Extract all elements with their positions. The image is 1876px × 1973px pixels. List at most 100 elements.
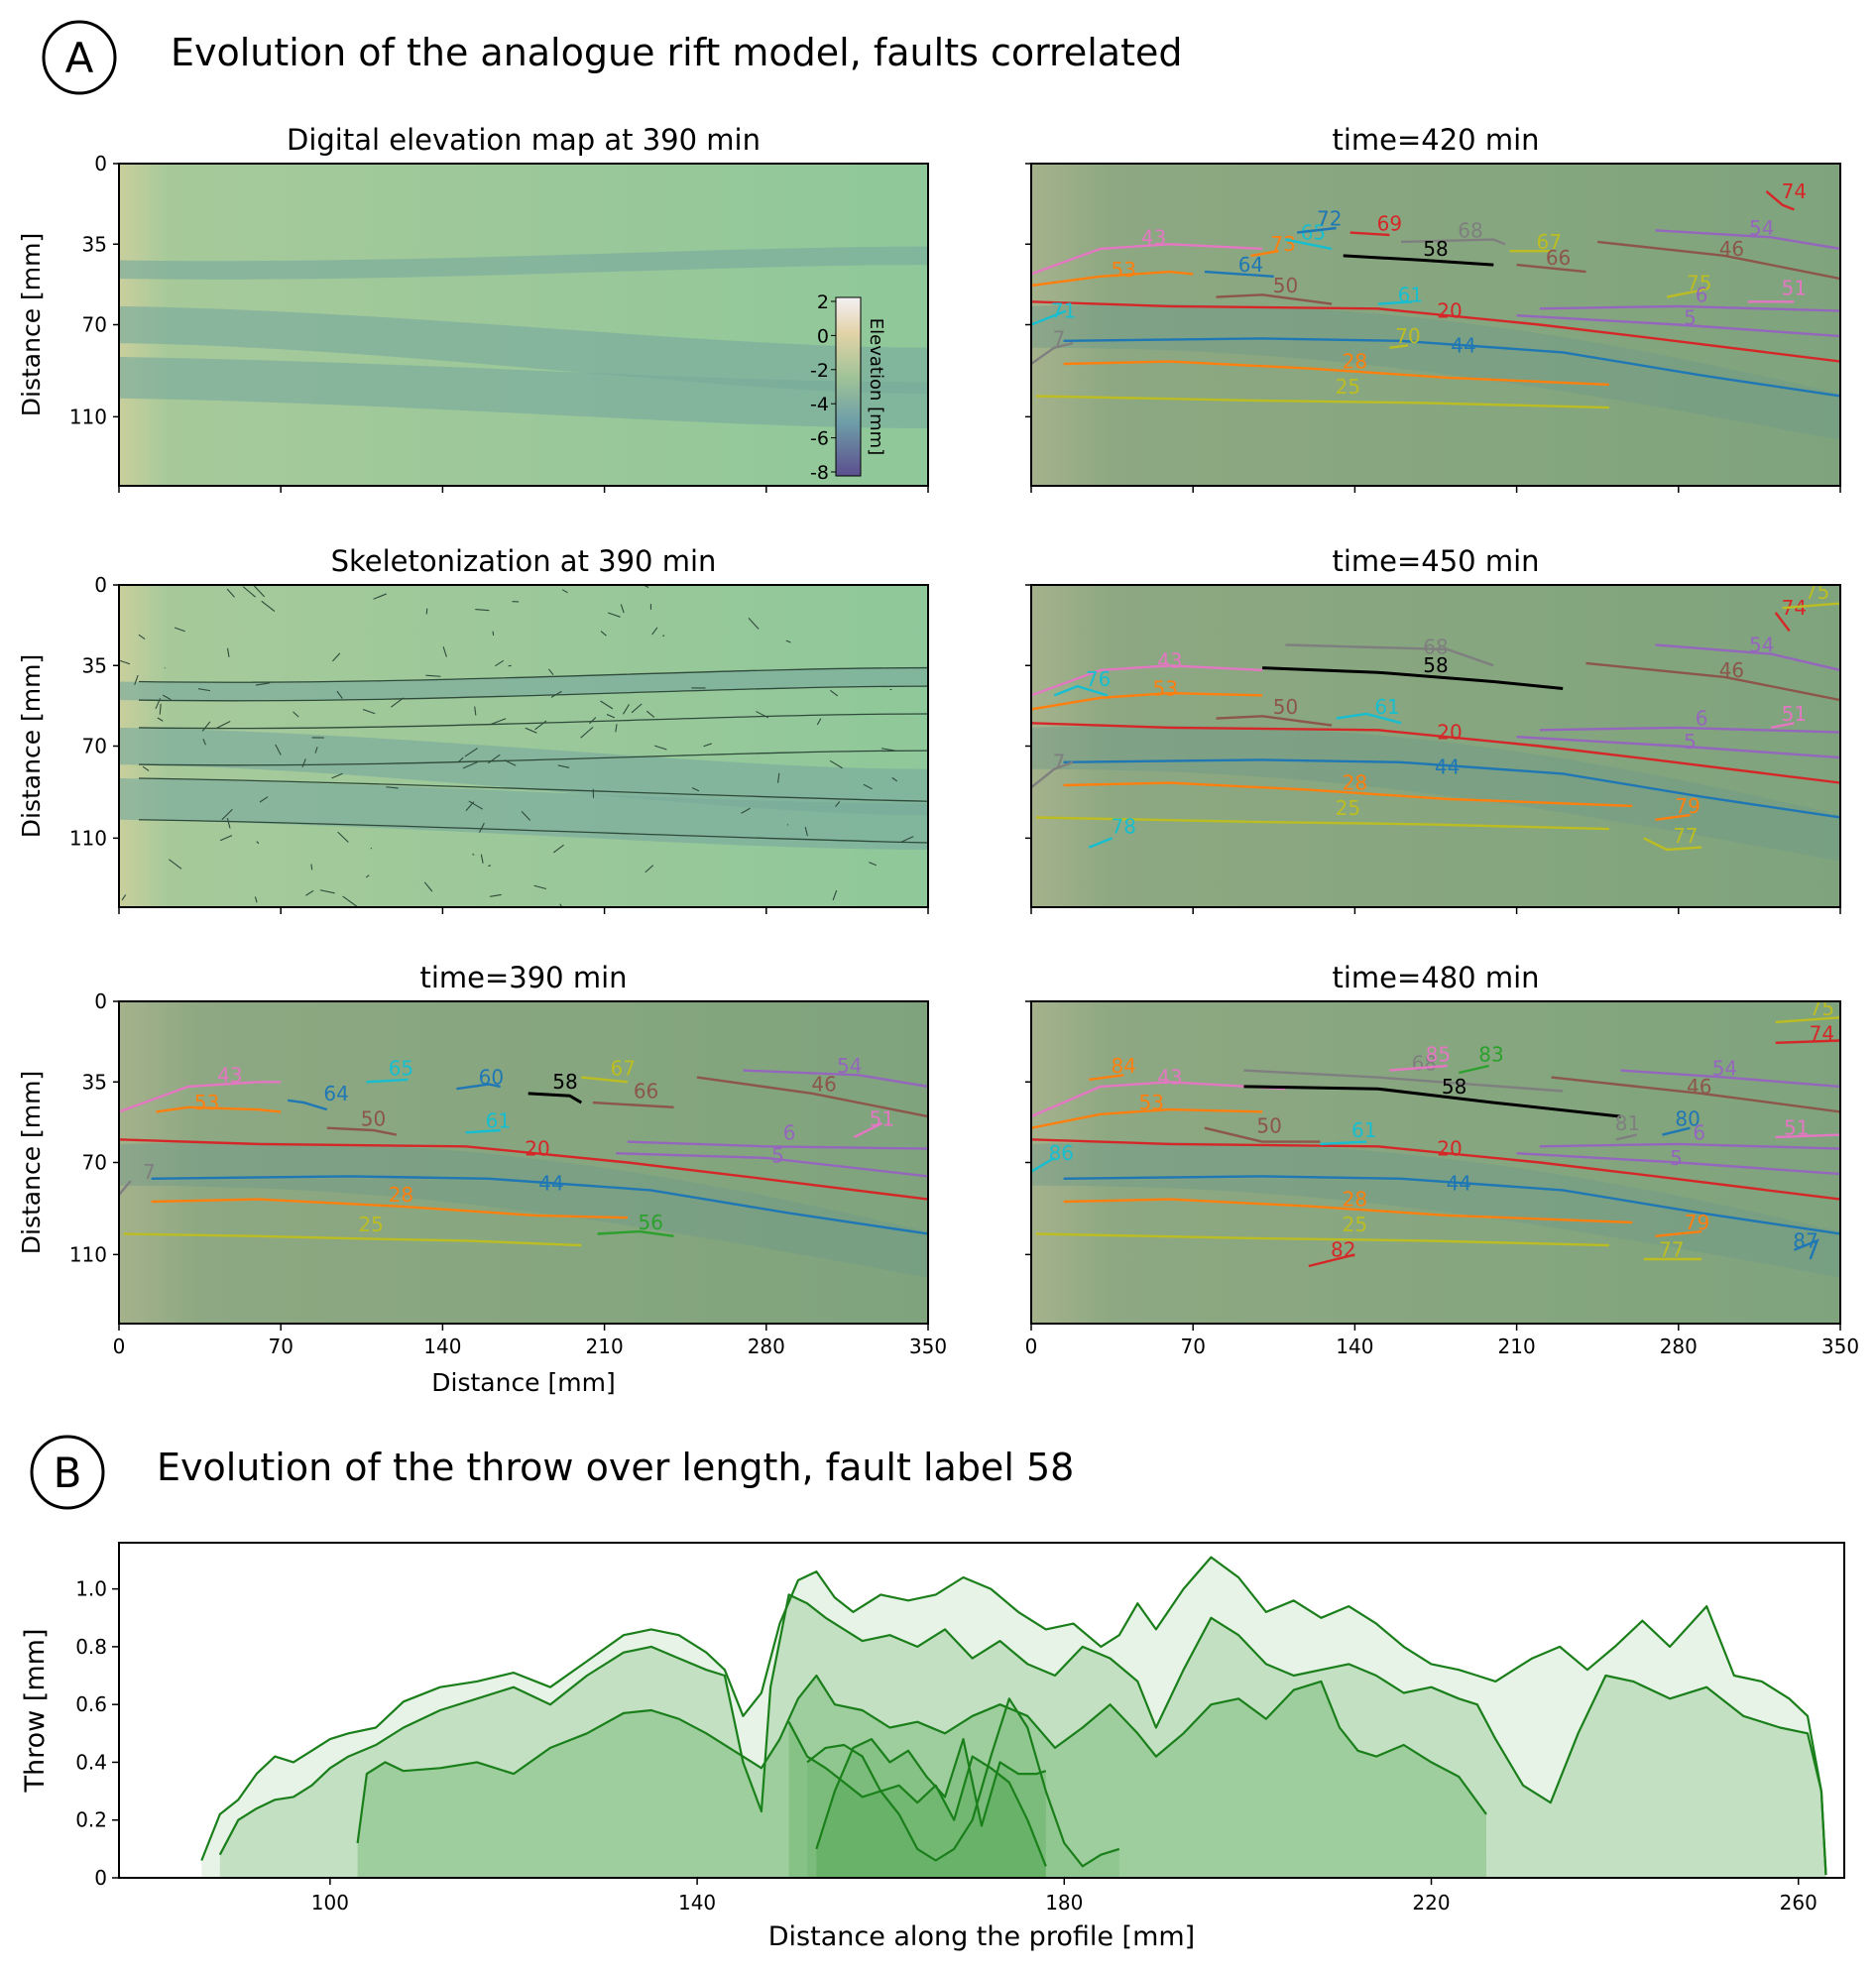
skeleton-segment: [835, 801, 841, 808]
fault-53-label: 53: [1139, 1091, 1164, 1114]
throw-area-2: [219, 1594, 1826, 1878]
subplot-title: Skeletonization at 390 min: [331, 544, 717, 578]
map-background: [1031, 164, 1840, 486]
fault-83-label: 83: [1478, 1042, 1503, 1066]
fault-44-label: 44: [538, 1171, 563, 1195]
fault-28-label: 28: [1343, 1188, 1367, 1212]
fault-54-label: 54: [1749, 633, 1774, 656]
fault-50-trace: [326, 1126, 398, 1136]
skeleton-segment: [552, 844, 564, 854]
fault-74-label: 74: [1782, 179, 1807, 203]
skeleton-segment: [492, 631, 495, 636]
fault-74-trace: [1775, 1039, 1840, 1044]
skeleton-segment: [332, 652, 341, 662]
skeleton-segment: [533, 884, 547, 890]
skeleton-segment: [620, 604, 625, 614]
fault-50-label: 50: [1273, 695, 1298, 719]
fault-50-trace: [1204, 1126, 1321, 1143]
fault-71-label: 71: [1051, 299, 1076, 323]
fault-46-trace: [696, 1076, 928, 1118]
fault-72-label: 72: [1317, 207, 1342, 231]
fault-70-trace: [1389, 344, 1409, 349]
fault-68-trace: [1243, 1069, 1564, 1093]
fault-53-label: 53: [194, 1091, 219, 1114]
fault-6-label: 6: [1693, 1120, 1705, 1144]
fault-50-label: 50: [361, 1106, 386, 1130]
skeleton-segment: [457, 756, 464, 763]
skeleton-segment: [777, 772, 780, 783]
fault-5-trace: [616, 1152, 928, 1178]
throw-y-axis-label: Throw [mm]: [20, 1629, 51, 1794]
skeleton-segment: [547, 668, 554, 676]
skeleton-segment: [442, 646, 447, 657]
x-tick-label: 280: [748, 1335, 785, 1358]
dem-band: [119, 305, 928, 395]
fault-5-label: 5: [1684, 306, 1697, 330]
fault-44-label: 44: [1447, 1171, 1471, 1195]
fault-87-trace: [1793, 1238, 1819, 1260]
fault-58-trace: [1262, 666, 1564, 690]
fault-28-trace: [1063, 1198, 1633, 1224]
dem-band: [119, 667, 928, 701]
subplot-image: [119, 164, 928, 486]
skeleton-segment: [589, 717, 597, 725]
subplot-title: time=450 min: [1332, 544, 1539, 578]
fault-64-label: 64: [1238, 253, 1263, 277]
skeleton-segment: [580, 726, 594, 739]
fault-76-trace: [1053, 684, 1109, 697]
fault-6-label: 6: [783, 1120, 796, 1144]
skeleton-segment: [557, 764, 570, 768]
dem-band: [119, 727, 928, 816]
fault-50-trace: [1216, 715, 1333, 727]
skeleton-segment: [504, 759, 517, 766]
fault-51-label: 51: [1782, 702, 1807, 726]
fault-75-trace: [1782, 602, 1840, 610]
fault-5-label: 5: [1670, 1146, 1683, 1170]
skeleton-segment: [606, 714, 616, 719]
subplot-image: [119, 585, 928, 907]
fault-28-trace: [1063, 781, 1633, 808]
fault-73-label: 73: [1270, 232, 1295, 256]
fault-46-label: 46: [811, 1073, 836, 1097]
throw-x-tick-label: 140: [678, 1891, 716, 1915]
fault-61-label: 61: [1398, 283, 1423, 306]
fault-61-label: 61: [1351, 1118, 1376, 1142]
x-tick-label: 140: [423, 1335, 461, 1358]
fault-75-label: 75: [1687, 272, 1711, 295]
skeleton-segment: [365, 874, 370, 878]
x-tick-label: 210: [1498, 1335, 1536, 1358]
skeleton-line: [138, 777, 928, 802]
skeleton-segment: [489, 893, 502, 897]
skeleton-segment: [465, 801, 475, 812]
panel-a-subplots: Digital elevation map at 390 min03570110…: [17, 123, 1859, 1397]
skeleton-segment: [336, 690, 343, 699]
fault-44-trace: [1063, 1175, 1840, 1235]
throw-line-5: [815, 1737, 1047, 1850]
fault-80-trace: [1662, 1126, 1691, 1136]
skeleton-line: [138, 750, 928, 766]
x-axis-label: Distance [mm]: [431, 1368, 615, 1397]
fault-69-trace: [1349, 231, 1390, 237]
fault-51-label: 51: [870, 1106, 894, 1130]
y-tick-label: 0: [94, 152, 107, 175]
skeleton-segment: [314, 747, 318, 754]
fault-66-trace: [592, 1101, 674, 1108]
skeleton-segment: [863, 783, 873, 790]
fault-20-label: 20: [1437, 1137, 1462, 1161]
fault-43-trace: [1031, 243, 1263, 276]
map-background: [1031, 1001, 1840, 1324]
fault-25-trace: [123, 1232, 582, 1247]
skeleton-segment: [342, 895, 358, 907]
fault-61-trace: [1377, 300, 1413, 305]
skeleton-segment: [386, 786, 399, 789]
fault-66-label: 66: [634, 1080, 658, 1103]
fault-51-trace: [1775, 1133, 1840, 1139]
skeleton-segment: [202, 739, 206, 746]
skeleton-segment: [703, 743, 712, 748]
skeleton-segment: [474, 706, 477, 716]
fault-75-trace: [1666, 289, 1702, 298]
skeleton-segment: [600, 631, 607, 637]
